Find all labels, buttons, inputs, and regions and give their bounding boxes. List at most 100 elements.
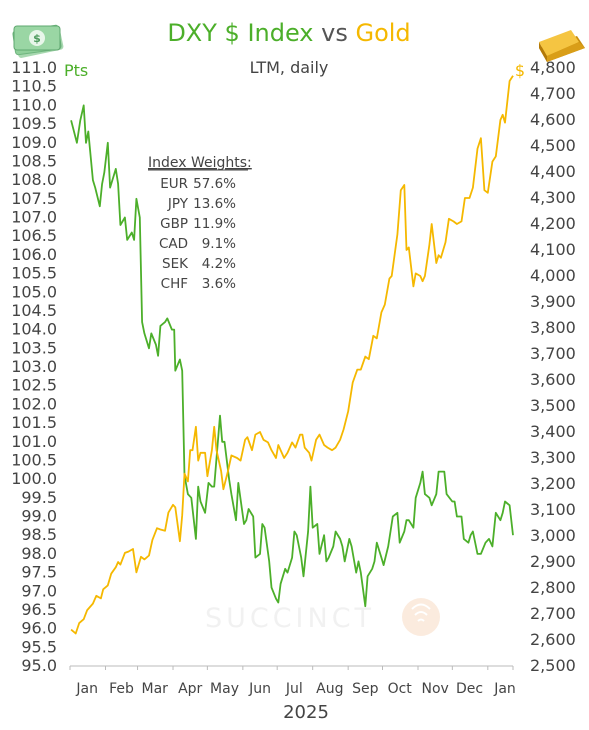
right-tick-label: 4,100 xyxy=(530,240,576,259)
x-tick-label: Jan xyxy=(493,681,516,697)
right-tick-label: 2,900 xyxy=(530,552,576,571)
index-weights-title: Index Weights: xyxy=(148,155,252,171)
x-tick-label: Mar xyxy=(141,681,168,697)
weight-percent: 3.6% xyxy=(202,276,236,292)
right-tick-label: 3,300 xyxy=(530,448,576,467)
dxy-series-line xyxy=(70,104,514,608)
left-tick-label: 96.5 xyxy=(21,600,57,619)
x-tick-label: Feb xyxy=(109,681,134,697)
left-tick-label: 98.0 xyxy=(21,544,57,563)
right-tick-label: 3,600 xyxy=(530,370,576,389)
x-tick-label: Dec xyxy=(456,681,483,697)
watermark: SUCCINCT xyxy=(205,598,440,636)
x-axis-label: 2025 xyxy=(283,702,329,723)
left-tick-label: 111.0 xyxy=(11,58,57,77)
left-tick-label: 107.0 xyxy=(11,208,57,227)
right-tick-label: 4,800 xyxy=(530,58,576,77)
x-axis: Jan Feb Mar Apr May Jun Jul Aug Sep Oct Nov Dec Jan xyxy=(69,665,516,697)
weight-percent: 4.2% xyxy=(202,256,236,272)
title-gold: Gold xyxy=(355,19,410,47)
left-tick-label: 103.0 xyxy=(11,357,57,376)
left-tick-label: 97.5 xyxy=(21,563,57,582)
left-tick-label: 97.0 xyxy=(21,581,57,600)
title-dxy: DXY $ Index xyxy=(167,19,313,47)
left-tick-label: 102.5 xyxy=(11,376,57,395)
weight-currency: CAD xyxy=(159,236,188,252)
right-tick-label: 3,700 xyxy=(530,344,576,363)
x-tick-label: Oct xyxy=(388,681,413,697)
left-tick-label: 109.0 xyxy=(11,133,57,152)
title-vs: vs xyxy=(314,19,356,47)
x-tick-label: Sep xyxy=(352,681,379,697)
left-tick-label: 101.5 xyxy=(11,413,57,432)
right-tick-label: 4,400 xyxy=(530,162,576,181)
left-tick-label: 108.0 xyxy=(11,170,57,189)
weight-currency: SEK xyxy=(162,256,189,272)
weight-percent: 9.1% xyxy=(202,236,236,252)
weight-percent: 13.6% xyxy=(193,196,236,212)
left-tick-label: 103.5 xyxy=(11,338,57,357)
right-tick-label: 3,000 xyxy=(530,526,576,545)
dollar-bills-icon: $ xyxy=(12,24,64,58)
left-tick-label: 99.0 xyxy=(21,507,57,526)
right-tick-label: 3,400 xyxy=(530,422,576,441)
index-weights-box: Index Weights: EUR 57.6%JPY 13.6% GBP 11.9% C… xyxy=(148,155,252,292)
weight-currency: CHF xyxy=(161,276,188,292)
watermark-text: SUCCINCT xyxy=(205,603,375,634)
chart-subtitle: LTM, daily xyxy=(250,58,329,77)
left-tick-label: 98.5 xyxy=(21,525,57,544)
left-tick-label: 101.0 xyxy=(11,432,57,451)
weight-currency: EUR xyxy=(160,176,188,192)
x-tick-label: Nov xyxy=(421,681,448,697)
right-tick-label: 3,500 xyxy=(530,396,576,415)
x-tick-label: Jul xyxy=(285,681,303,697)
svg-text:$: $ xyxy=(33,32,41,45)
right-tick-label: 3,900 xyxy=(530,292,576,311)
x-tick-label: Apr xyxy=(178,681,202,697)
right-tick-label: 3,100 xyxy=(530,500,576,519)
x-tick-label: Jan xyxy=(75,681,98,697)
weight-currency: GBP xyxy=(160,216,188,232)
left-tick-label: 107.5 xyxy=(11,189,57,208)
right-tick-label: 2,800 xyxy=(530,578,576,597)
left-tick-label: 100.0 xyxy=(11,469,57,488)
chart-title: DXY $ Index vs Gold xyxy=(167,19,410,47)
right-tick-label: 4,600 xyxy=(530,110,576,129)
left-tick-label: 105.0 xyxy=(11,282,57,301)
left-tick-label: 104.5 xyxy=(11,301,57,320)
right-tick-label: 4,300 xyxy=(530,188,576,207)
weight-currency: JPY xyxy=(167,196,189,212)
right-tick-label: 3,200 xyxy=(530,474,576,493)
right-tick-label: 4,200 xyxy=(530,214,576,233)
right-axis: 2,500 2,600 2,700 2,800 2,900 3,000 3,100 3,200… xyxy=(530,58,576,675)
left-tick-label: 110.5 xyxy=(11,77,57,96)
x-tick-label: Jun xyxy=(248,681,271,697)
left-axis-unit: Pts xyxy=(64,61,88,80)
right-axis-unit: $ xyxy=(515,61,525,80)
left-tick-label: 105.5 xyxy=(11,264,57,283)
right-tick-label: 4,000 xyxy=(530,266,576,285)
right-tick-label: 2,700 xyxy=(530,604,576,623)
left-tick-label: 100.5 xyxy=(11,450,57,469)
gold-bar-icon xyxy=(539,30,585,62)
left-tick-label: 95.5 xyxy=(21,637,57,656)
right-tick-label: 2,600 xyxy=(530,630,576,649)
left-axis: 95.095.596.096.597.097.598.098.599.099.5… xyxy=(11,58,57,675)
x-tick-label: Aug xyxy=(316,681,343,697)
left-tick-label: 106.5 xyxy=(11,226,57,245)
right-tick-label: 4,500 xyxy=(530,136,576,155)
left-tick-label: 96.0 xyxy=(21,619,57,638)
right-tick-label: 2,500 xyxy=(530,656,576,675)
series-layer xyxy=(70,75,514,635)
left-tick-label: 106.0 xyxy=(11,245,57,264)
right-tick-label: 4,700 xyxy=(530,84,576,103)
left-tick-label: 104.0 xyxy=(11,320,57,339)
left-tick-label: 110.0 xyxy=(11,95,57,114)
left-tick-label: 109.5 xyxy=(11,114,57,133)
left-tick-label: 108.5 xyxy=(11,151,57,170)
gold-series-line xyxy=(70,75,514,635)
left-tick-label: 102.0 xyxy=(11,394,57,413)
weight-percent: 11.9% xyxy=(193,216,236,232)
left-tick-label: 99.5 xyxy=(21,488,57,507)
